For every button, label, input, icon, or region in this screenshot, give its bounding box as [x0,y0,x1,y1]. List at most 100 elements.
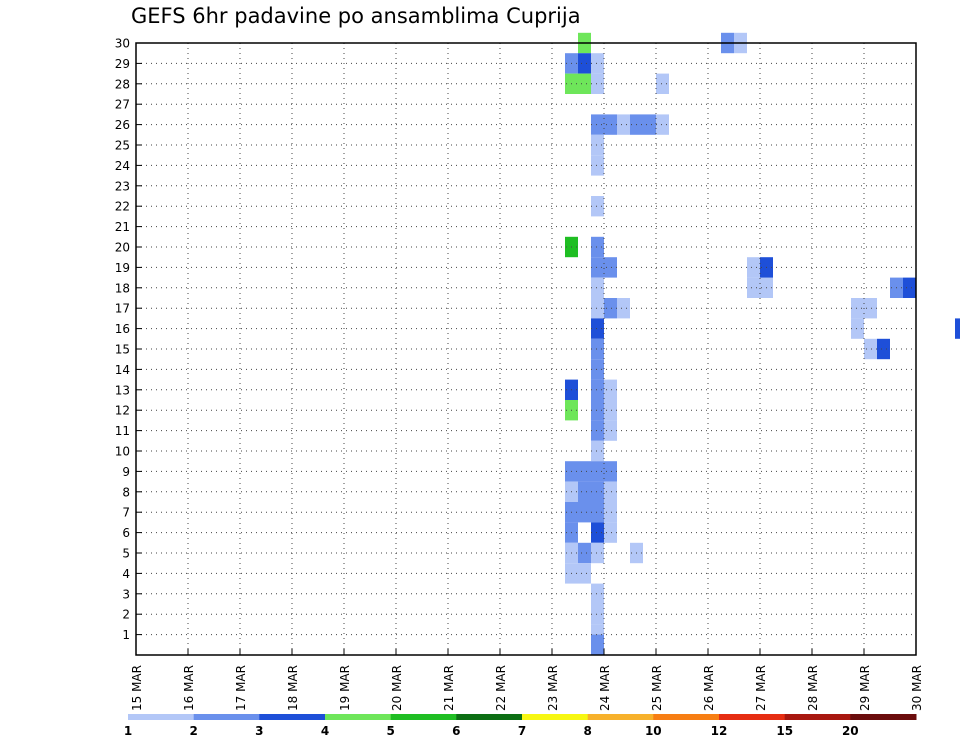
precip-cell [604,481,617,502]
y-tick-label: 23 [115,179,130,193]
precip-cell [630,114,656,135]
y-tick-label: 13 [115,383,130,397]
colorbar-swatch [390,714,457,720]
colorbar-label: 2 [190,724,198,738]
precip-cell [617,298,630,319]
precip-cell [591,196,604,217]
precip-cell [591,604,604,625]
colorbar-label: 12 [711,724,728,738]
precip-cell [591,277,604,298]
precip-cell [617,114,630,135]
colorbar-label: 8 [584,724,592,738]
precip-cell [747,277,773,298]
precip-cell [591,236,604,258]
precip-cell [656,114,669,135]
precip-cell [591,502,604,523]
precip-cell [656,73,669,94]
y-tick-label: 25 [115,139,130,153]
precip-cell [591,318,604,339]
y-tick-label: 22 [115,200,130,214]
precip-cell [591,583,604,604]
colorbar-label: 4 [321,724,329,738]
y-tick-label: 27 [115,98,130,112]
colorbar-swatch [850,714,917,720]
colorbar-swatch [193,714,260,720]
precip-cell [591,400,604,421]
x-tick-label: 26 MAR [702,665,716,711]
colorbar-swatch [784,714,851,720]
precip-cell [591,634,604,655]
precip-cell [591,338,604,360]
precip-cell [851,318,864,339]
x-tick-label: 19 MAR [338,665,352,711]
x-tick-label: 16 MAR [182,665,196,711]
colorbar-swatch [325,714,392,720]
x-tick-label: 21 MAR [442,665,456,711]
x-tick-label: 24 MAR [598,665,612,711]
precip-cell [903,277,916,298]
precip-cell [591,53,604,74]
y-tick-label: 29 [115,57,130,71]
colorbar-label: 7 [518,724,526,738]
y-axis-ticks: 1234567891011121314151617181920212223242… [115,37,142,642]
x-tick-label: 28 MAR [806,665,820,711]
y-tick-label: 28 [115,77,130,91]
x-tick-label: 18 MAR [286,665,300,711]
x-tick-label: 20 MAR [390,665,404,711]
y-tick-label: 17 [115,302,130,316]
precip-cell [747,257,760,278]
y-tick-label: 6 [122,526,130,540]
precip-cell [591,440,604,462]
y-tick-label: 1 [122,628,130,642]
x-tick-label: 17 MAR [234,665,248,711]
y-tick-label: 4 [122,567,130,581]
y-tick-label: 8 [122,485,130,499]
y-tick-label: 14 [115,363,130,377]
x-tick-label: 27 MAR [754,665,768,711]
precip-cell [604,400,617,421]
precip-cell [565,563,591,584]
colorbar-swatch [259,714,326,720]
precip-cell [604,114,617,135]
y-tick-label: 24 [115,159,130,173]
colorbar-label: 20 [842,724,859,738]
precip-cell [591,359,604,380]
y-tick-label: 18 [115,281,130,295]
colorbar-swatch [653,714,720,720]
precip-cell [578,542,591,564]
colorbar-label: 10 [645,724,662,738]
precip-cell [591,542,604,564]
y-tick-label: 7 [122,506,130,520]
y-tick-label: 12 [115,404,130,418]
colorbar-swatch [719,714,786,720]
precip-cell [591,481,604,502]
precip-cell [591,155,604,176]
y-tick-label: 19 [115,261,130,275]
y-tick-label: 30 [115,37,130,51]
y-tick-label: 11 [115,424,130,438]
y-tick-label: 20 [115,241,130,255]
y-tick-label: 3 [122,587,130,601]
x-tick-label: 15 MAR [130,665,144,711]
y-tick-label: 16 [115,322,130,336]
precip-cell [591,257,617,278]
precip-cell [604,379,617,400]
y-tick-label: 15 [115,343,130,357]
chart-title: GEFS 6hr padavine po ansamblima Cuprija [131,4,581,28]
colorbar: 1 2 3 4 5 6 7 8 10 12 15 20 [124,714,917,738]
precip-cell [591,420,604,441]
colorbar-swatch [128,714,195,720]
y-tick-label: 10 [115,445,130,459]
colorbar-label: 5 [387,724,395,738]
precip-cell [578,53,591,74]
colorbar-label: 6 [452,724,460,738]
precip-cell [604,298,617,319]
x-tick-label: 29 MAR [858,665,872,711]
precip-cell [591,114,604,135]
precip-cell [591,298,604,319]
x-tick-label: 25 MAR [650,665,664,711]
y-tick-label: 21 [115,220,130,234]
x-tick-label: 22 MAR [494,665,508,711]
colorbar-swatch [587,714,654,720]
